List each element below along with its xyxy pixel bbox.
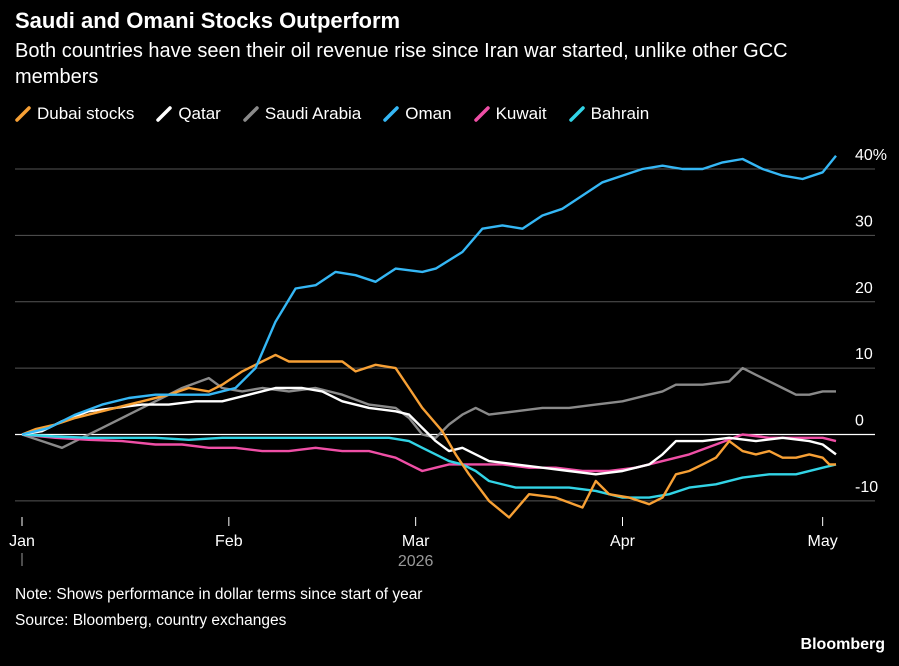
legend-label: Dubai stocks [37, 104, 135, 123]
legend-swatch-icon [156, 106, 173, 122]
legend-item: Bahrain [568, 104, 650, 124]
y-tick-label: -10 [855, 479, 878, 496]
y-tick-label: 30 [855, 213, 873, 230]
legend-item: Kuwait [473, 104, 547, 124]
legend-label: Bahrain [590, 104, 650, 123]
legend-item: Oman [383, 104, 452, 124]
legend-swatch-icon [383, 106, 400, 122]
year-label: 2026 [398, 553, 434, 570]
series-line-kuwait [21, 433, 837, 473]
legend-label: Qatar [178, 104, 221, 123]
legend-swatch-icon [15, 106, 31, 122]
legend-label: Oman [405, 104, 452, 123]
series-line-dubai-stocks [21, 353, 836, 519]
legend: Dubai stocks Qatar Saudi Arabia Oman Kuwait B… [15, 104, 649, 124]
y-tick-label: 20 [855, 280, 873, 297]
legend-label: Saudi Arabia [264, 104, 362, 123]
chart-subtitle: Both countries have seen their oil reven… [15, 40, 788, 88]
y-tick-label: 10 [855, 346, 873, 363]
chart-title: Saudi and Omani Stocks Outperform [15, 8, 401, 33]
series-line-qatar [21, 386, 837, 476]
legend-item: Dubai stocks [15, 104, 134, 124]
series-line-oman [21, 154, 837, 436]
chart-source: Source: Bloomberg, country exchanges [15, 612, 287, 629]
x-tick-label: Jan [9, 533, 35, 550]
legend-swatch-icon [473, 106, 490, 122]
legend-item: Saudi Arabia [243, 104, 361, 124]
x-tick-label: Apr [610, 533, 636, 550]
axis-layer: -10 0 10 20 30 40% Jan Feb Mar Apr May 2026 [9, 147, 887, 570]
x-tick-label: Mar [402, 533, 430, 550]
series-layer [21, 154, 837, 519]
line-chart: -10 0 10 20 30 40% Jan Feb Mar Apr May 2026 [9, 147, 887, 570]
legend-label: Kuwait [495, 104, 547, 123]
x-tick-label: May [808, 533, 838, 550]
bloomberg-logo: Bloomberg [800, 636, 885, 653]
grid-layer [15, 168, 875, 502]
series-line-saudi-arabia [21, 366, 836, 449]
chart-note: Note: Shows performance in dollar terms … [15, 586, 423, 603]
series-line-bahrain [21, 433, 837, 499]
legend-item: Qatar [156, 104, 221, 124]
y-tick-label: 0 [855, 413, 864, 430]
x-tick-label: Feb [215, 533, 243, 550]
legend-swatch-icon [568, 106, 585, 122]
legend-swatch-icon [243, 106, 259, 122]
y-tick-label: 40% [855, 147, 887, 164]
